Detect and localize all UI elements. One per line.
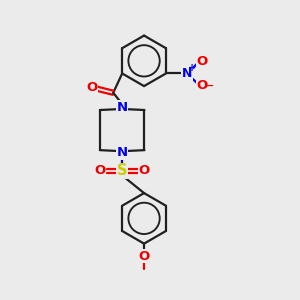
Text: O: O xyxy=(86,81,98,94)
Text: O: O xyxy=(94,164,106,178)
Text: O: O xyxy=(197,79,208,92)
Text: −: − xyxy=(205,81,214,91)
Text: N: N xyxy=(182,67,192,80)
Text: O: O xyxy=(197,55,208,68)
Text: N: N xyxy=(117,101,128,114)
Text: O: O xyxy=(138,250,150,262)
Text: O: O xyxy=(139,164,150,178)
Text: +: + xyxy=(188,63,196,73)
Text: N: N xyxy=(117,146,128,159)
Text: S: S xyxy=(117,164,128,178)
